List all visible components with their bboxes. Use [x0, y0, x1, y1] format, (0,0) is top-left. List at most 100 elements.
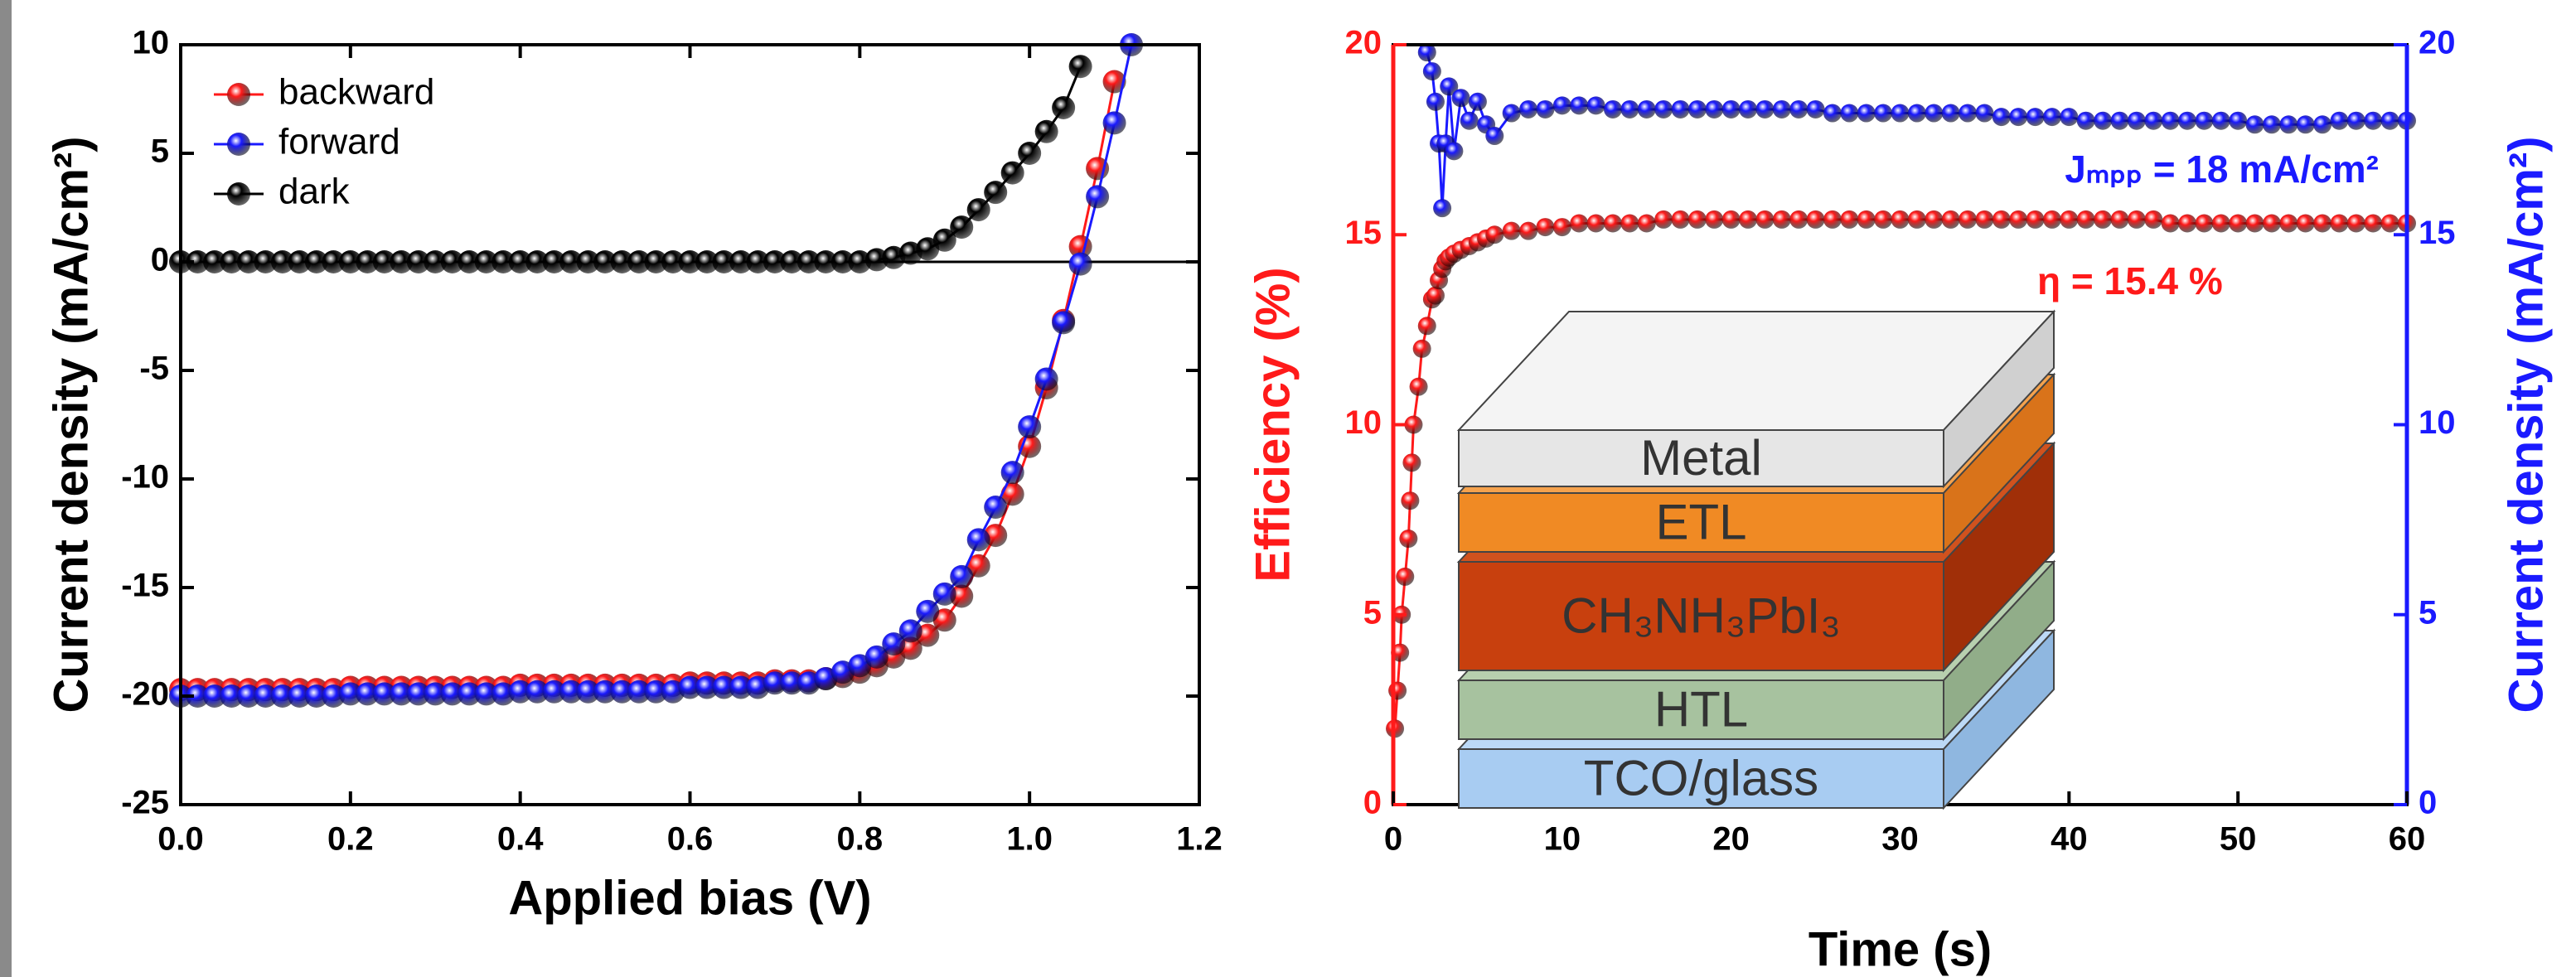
data-point: [1402, 453, 1421, 472]
data-point: [2144, 210, 2163, 229]
data-point: [1620, 214, 1639, 233]
data-point: [2364, 111, 2383, 130]
data-point: [1637, 214, 1656, 233]
data-point: [1502, 221, 1521, 240]
data-point: [1102, 70, 1126, 94]
data-point: [780, 671, 804, 695]
data-point: [322, 684, 346, 708]
data-point: [2009, 108, 2028, 127]
layer-label: CH₃NH₃PbI₃: [1562, 588, 1841, 643]
data-point: [1620, 99, 1639, 118]
data-point: [372, 682, 396, 706]
data-point: [2026, 108, 2045, 127]
data-point: [1068, 252, 1092, 276]
data-point: [1941, 210, 1960, 229]
data-point: [1018, 415, 1042, 439]
data-point: [1823, 210, 1842, 229]
data-point: [2364, 214, 2383, 233]
data-point: [1907, 210, 1926, 229]
data-point: [1519, 99, 1538, 118]
data-point: [2195, 214, 2214, 233]
data-point: [2229, 111, 2248, 130]
data-point: [610, 250, 634, 273]
data-point: [424, 682, 448, 706]
data-point: [1388, 681, 1407, 700]
y-tick-label: 5: [151, 133, 169, 170]
x-tick-label: 10: [1544, 821, 1581, 858]
data-point: [2211, 214, 2230, 233]
data-point: [1959, 104, 1978, 123]
data-point: [559, 250, 583, 273]
data-point: [338, 250, 362, 273]
data-point: [1417, 43, 1436, 62]
data-point: [525, 680, 550, 704]
data-point: [338, 682, 362, 706]
data-point: [1018, 142, 1042, 165]
data-point: [2060, 210, 2079, 229]
data-point: [390, 682, 414, 706]
data-point: [559, 680, 583, 704]
data-point: [2060, 108, 2079, 127]
data-point: [1409, 377, 1428, 396]
data-point: [593, 680, 617, 704]
data-point: [491, 250, 516, 273]
data-point: [898, 619, 922, 643]
data-point: [2127, 111, 2146, 130]
data-point: [186, 684, 210, 708]
y2-axis-title: Current density (mA/cm²): [2499, 136, 2553, 713]
data-point: [2380, 214, 2399, 233]
data-point: [2161, 214, 2180, 233]
data-point: [2313, 115, 2332, 134]
y-tick-label: -20: [121, 676, 169, 713]
data-point: [1823, 104, 1842, 123]
data-point: [1536, 218, 1555, 237]
data-point: [2346, 214, 2365, 233]
data-point: [1992, 210, 2011, 229]
data-point: [1891, 104, 1910, 123]
data-point: [1519, 221, 1538, 240]
data-point: [1412, 339, 1431, 358]
legend-marker: [227, 182, 250, 206]
data-point: [2279, 115, 2298, 134]
y2-tick-label: 15: [2419, 215, 2456, 251]
data-point: [1891, 210, 1910, 229]
data-point: [950, 215, 974, 239]
x-tick-label: 30: [1881, 821, 1919, 858]
data-point: [2178, 111, 2197, 130]
data-point: [356, 682, 380, 706]
layer-label: ETL: [1655, 494, 1746, 549]
y-tick-label: 10: [133, 25, 170, 61]
data-point: [1671, 99, 1690, 118]
data-point: [1687, 210, 1707, 229]
data-point: [542, 250, 566, 273]
data-point: [1925, 210, 1944, 229]
data-point: [1789, 99, 1809, 118]
data-point: [830, 250, 855, 273]
data-point: [593, 250, 617, 273]
data-point: [491, 682, 516, 706]
x-tick-label: 1.0: [1006, 821, 1053, 858]
x-tick-label: 0.6: [667, 821, 714, 858]
legend-label: dark: [278, 172, 351, 212]
y-axis-title: Efficiency (%): [1246, 267, 1300, 582]
data-point: [1721, 99, 1741, 118]
data-point: [458, 250, 482, 273]
data-point: [932, 582, 956, 606]
data-point: [406, 250, 430, 273]
data-point: [1874, 210, 1893, 229]
data-point: [1586, 214, 1605, 233]
data-point: [1874, 104, 1893, 123]
data-point: [2330, 111, 2349, 130]
data-point: [966, 554, 990, 578]
data-point: [950, 564, 974, 588]
data-point: [1570, 214, 1589, 233]
data-point: [2229, 214, 2248, 233]
x-axis-title: Time (s): [1809, 922, 1992, 976]
data-point: [1034, 367, 1058, 391]
data-point: [712, 675, 736, 699]
data-point: [2296, 214, 2315, 233]
y-axis-title: Current density (mA/cm²): [44, 136, 98, 713]
data-point: [1721, 210, 1741, 229]
data-point: [1857, 210, 1876, 229]
data-point: [576, 680, 600, 704]
